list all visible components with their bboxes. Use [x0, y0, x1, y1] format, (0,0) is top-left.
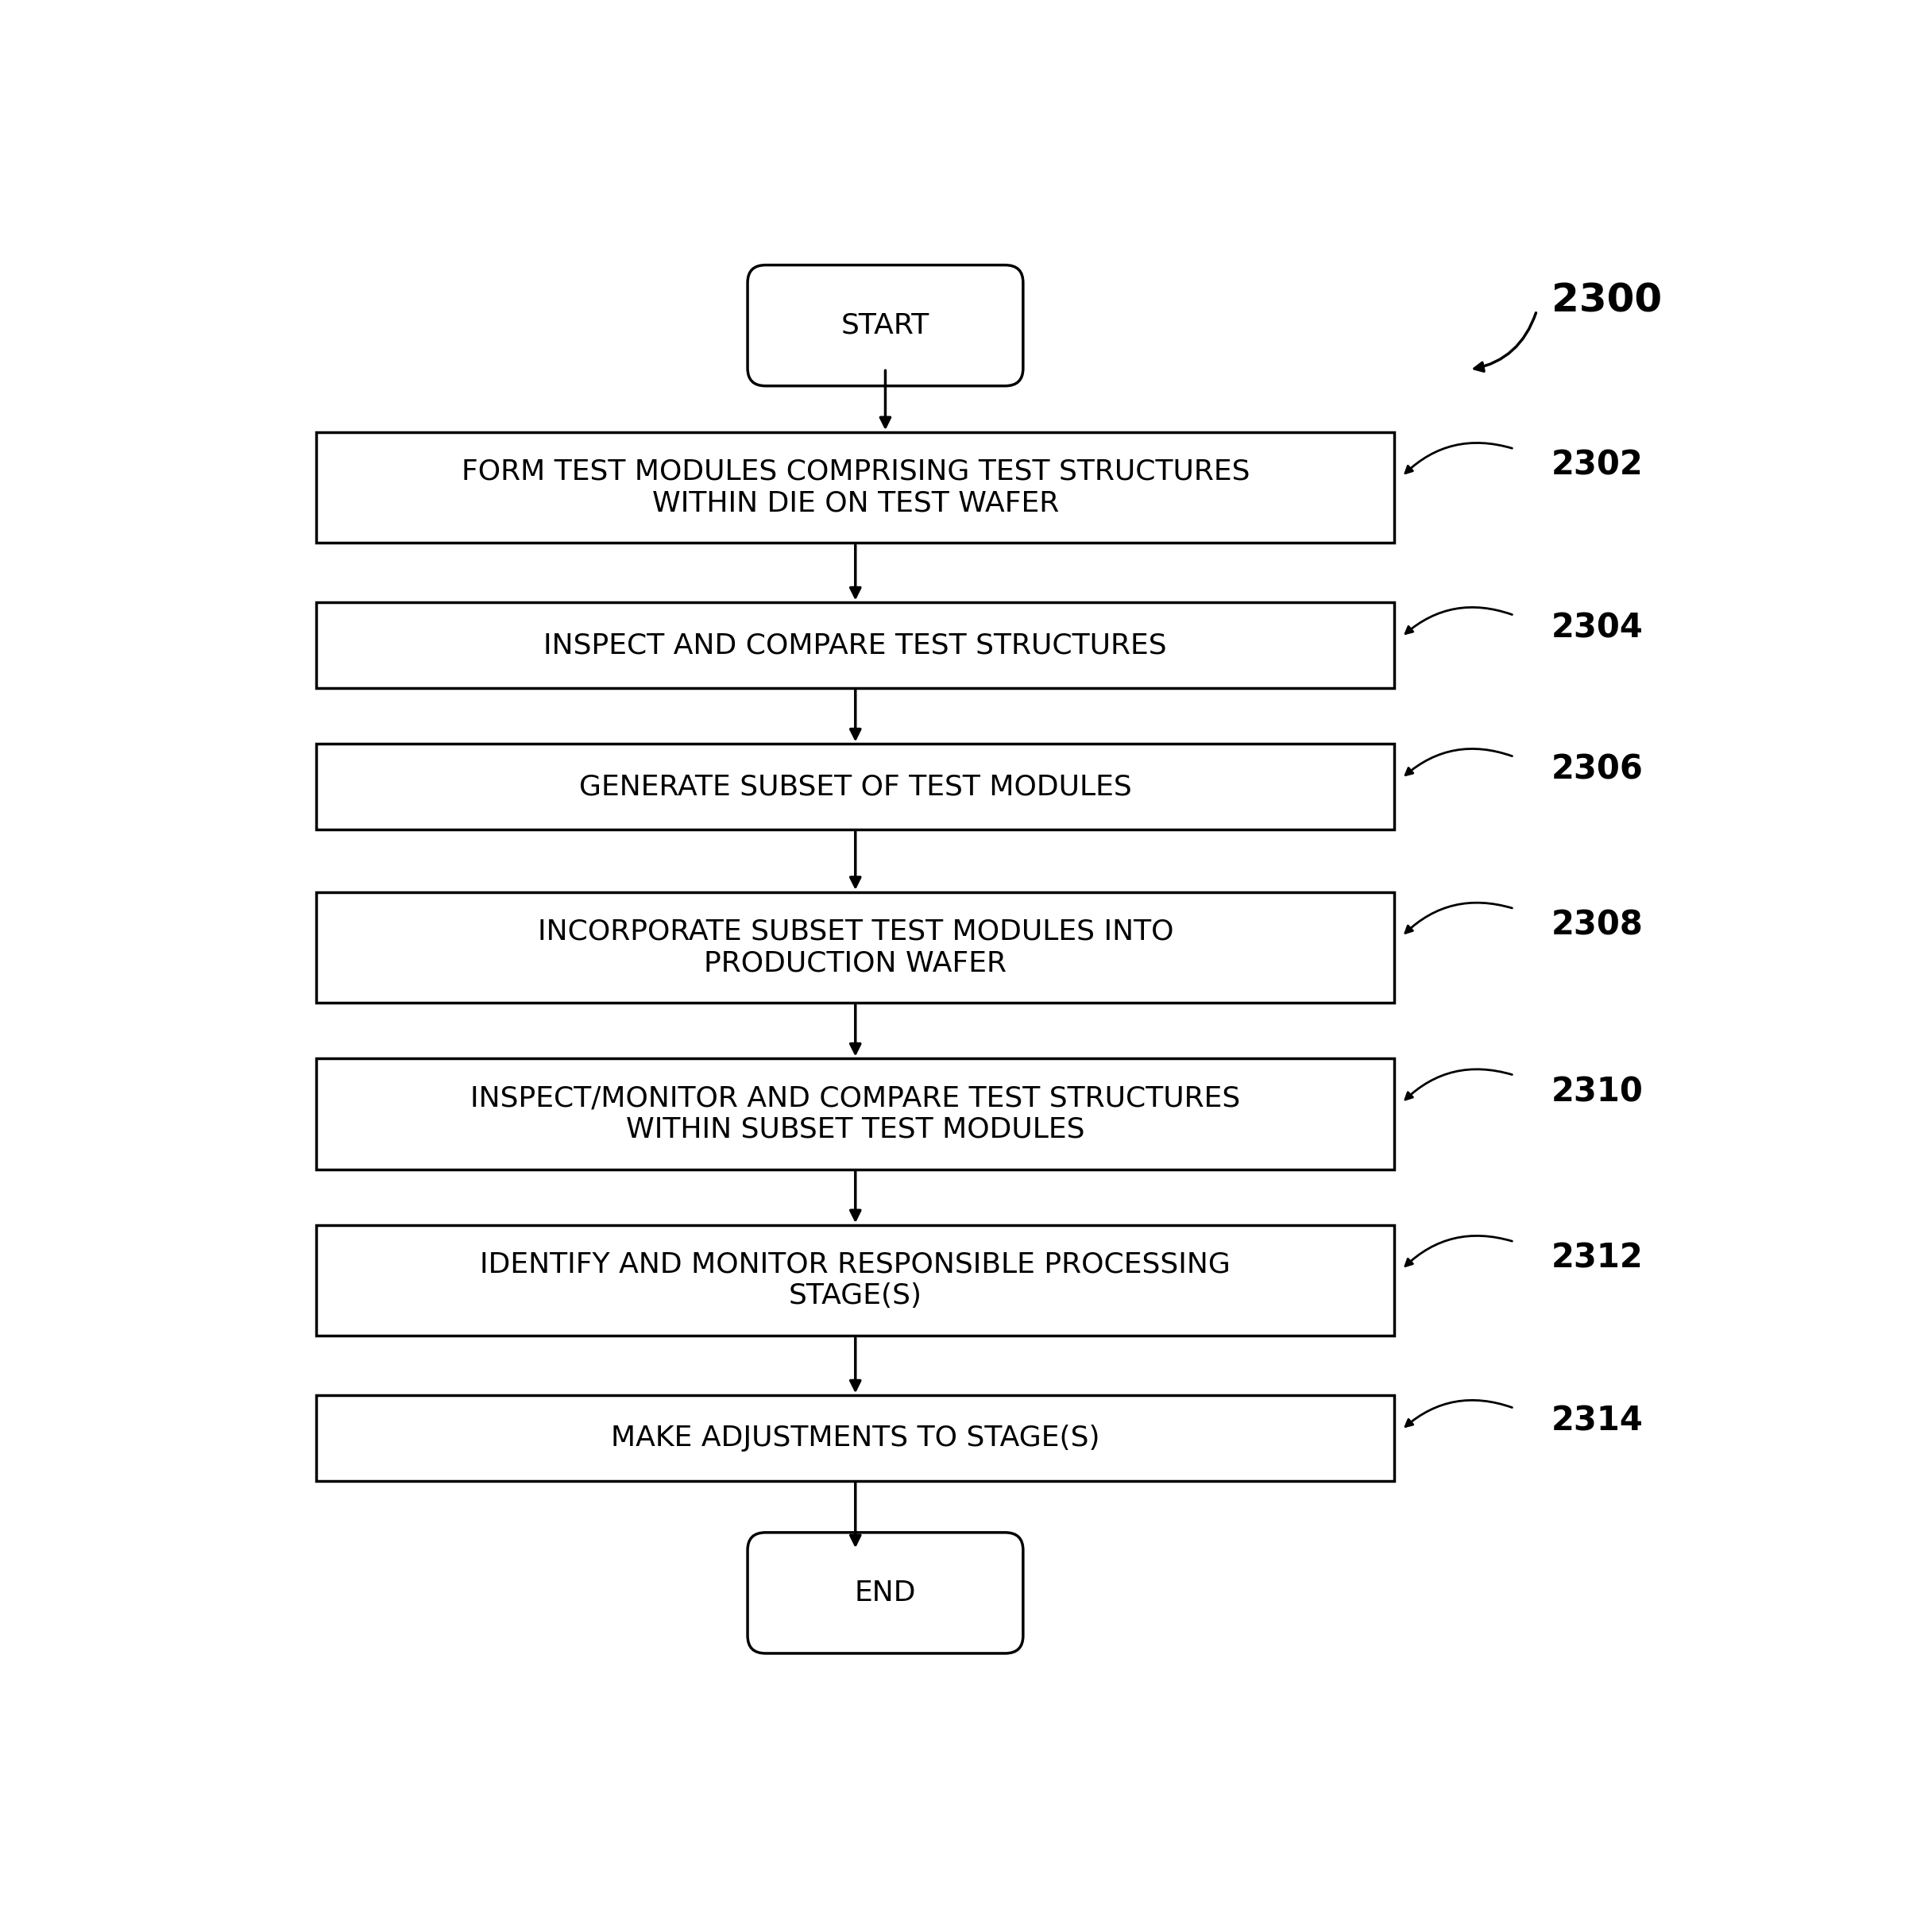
Text: INSPECT/MONITOR AND COMPARE TEST STRUCTURES
WITHIN SUBSET TEST MODULES: INSPECT/MONITOR AND COMPARE TEST STRUCTU… — [469, 1085, 1240, 1143]
Text: MAKE ADJUSTMENTS TO STAGE(S): MAKE ADJUSTMENTS TO STAGE(S) — [611, 1424, 1099, 1451]
Text: INSPECT AND COMPARE TEST STRUCTURES: INSPECT AND COMPARE TEST STRUCTURES — [543, 632, 1167, 658]
Text: 2310: 2310 — [1551, 1076, 1644, 1108]
Bar — [317, 1395, 1395, 1481]
Text: 2300: 2300 — [1551, 281, 1662, 320]
Text: 2312: 2312 — [1551, 1242, 1644, 1275]
Text: 2308: 2308 — [1551, 909, 1644, 942]
Bar — [317, 603, 1395, 687]
Bar — [317, 892, 1395, 1003]
Text: IDENTIFY AND MONITOR RESPONSIBLE PROCESSING
STAGE(S): IDENTIFY AND MONITOR RESPONSIBLE PROCESS… — [479, 1252, 1231, 1309]
Text: GENERATE SUBSET OF TEST MODULES: GENERATE SUBSET OF TEST MODULES — [580, 773, 1132, 800]
Text: END: END — [854, 1579, 916, 1606]
FancyBboxPatch shape — [748, 1533, 1024, 1654]
Text: FORM TEST MODULES COMPRISING TEST STRUCTURES
WITHIN DIE ON TEST WAFER: FORM TEST MODULES COMPRISING TEST STRUCT… — [462, 459, 1250, 517]
Bar — [317, 1225, 1395, 1336]
Text: 2304: 2304 — [1551, 611, 1644, 645]
Text: START: START — [840, 312, 929, 339]
FancyBboxPatch shape — [748, 264, 1024, 387]
Bar — [317, 745, 1395, 829]
Bar — [317, 433, 1395, 544]
Text: 2306: 2306 — [1551, 752, 1644, 787]
Text: 2314: 2314 — [1551, 1405, 1644, 1437]
Text: INCORPORATE SUBSET TEST MODULES INTO
PRODUCTION WAFER: INCORPORATE SUBSET TEST MODULES INTO PRO… — [537, 919, 1173, 976]
Text: 2302: 2302 — [1551, 448, 1644, 482]
Bar — [317, 1058, 1395, 1169]
